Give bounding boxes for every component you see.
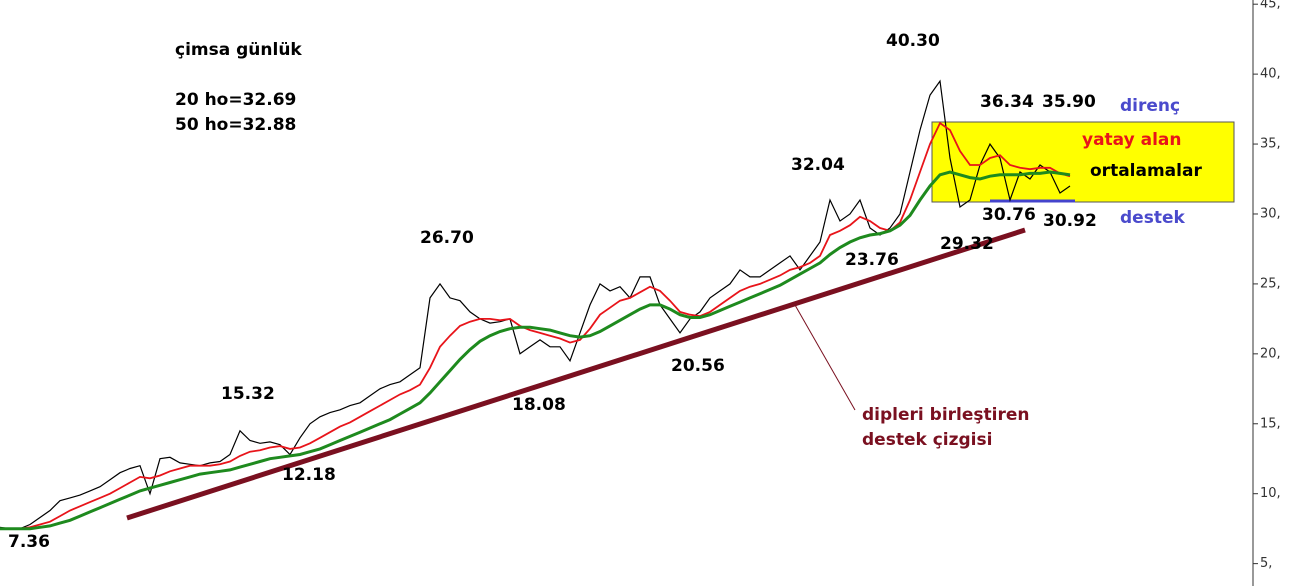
legend-entry: 20 ho=32.69 (175, 90, 296, 110)
annotation: 7.36 (8, 532, 50, 552)
y-tick-label: 30, (1260, 206, 1281, 221)
y-tick-label: 15, (1260, 416, 1281, 431)
plot-area (0, 79, 1071, 531)
series-line (0, 121, 1071, 530)
y-tick-label: 10, (1260, 486, 1281, 501)
annotation: destek (1120, 208, 1185, 228)
annotation: 23.76 (845, 250, 899, 270)
annotation: destek çizgisi (862, 430, 992, 450)
trend-line (126, 227, 1026, 521)
annotation: 26.70 (420, 228, 474, 248)
y-tick-label: 45, (1260, 0, 1281, 12)
y-tick-label: 5, (1260, 556, 1272, 571)
y-tick-label: 40, (1260, 67, 1281, 82)
y-tick-label: 25, (1260, 276, 1281, 291)
annotation: dipleri birleştiren (862, 405, 1029, 425)
annotation: 20.56 (671, 356, 725, 376)
series-line (0, 170, 1071, 531)
y-tick-label: 35, (1260, 137, 1281, 152)
annotation: 15.32 (221, 384, 275, 404)
annotation: 40.30 (886, 31, 940, 51)
annotation: 29.32 (940, 234, 994, 254)
annotation: 35.90 (1042, 92, 1096, 112)
legend-entry: 50 ho=32.88 (175, 115, 296, 135)
callout-line (794, 304, 856, 411)
annotation: 36.34 (980, 92, 1034, 112)
annotation: 30.92 (1043, 211, 1097, 231)
annotation: 30.76 (982, 205, 1036, 225)
chart-title: çimsa günlük (175, 40, 302, 60)
annotation: 32.04 (791, 155, 845, 175)
range-box (931, 121, 1235, 203)
y-tick-label: 20, (1260, 346, 1281, 361)
annotation: ortalamalar (1090, 161, 1202, 181)
annotation: 18.08 (512, 395, 566, 415)
series-line (0, 79, 1071, 530)
annotation: direnç (1120, 96, 1180, 116)
annotation: yatay alan (1082, 130, 1182, 150)
annotation: 12.18 (282, 465, 336, 485)
